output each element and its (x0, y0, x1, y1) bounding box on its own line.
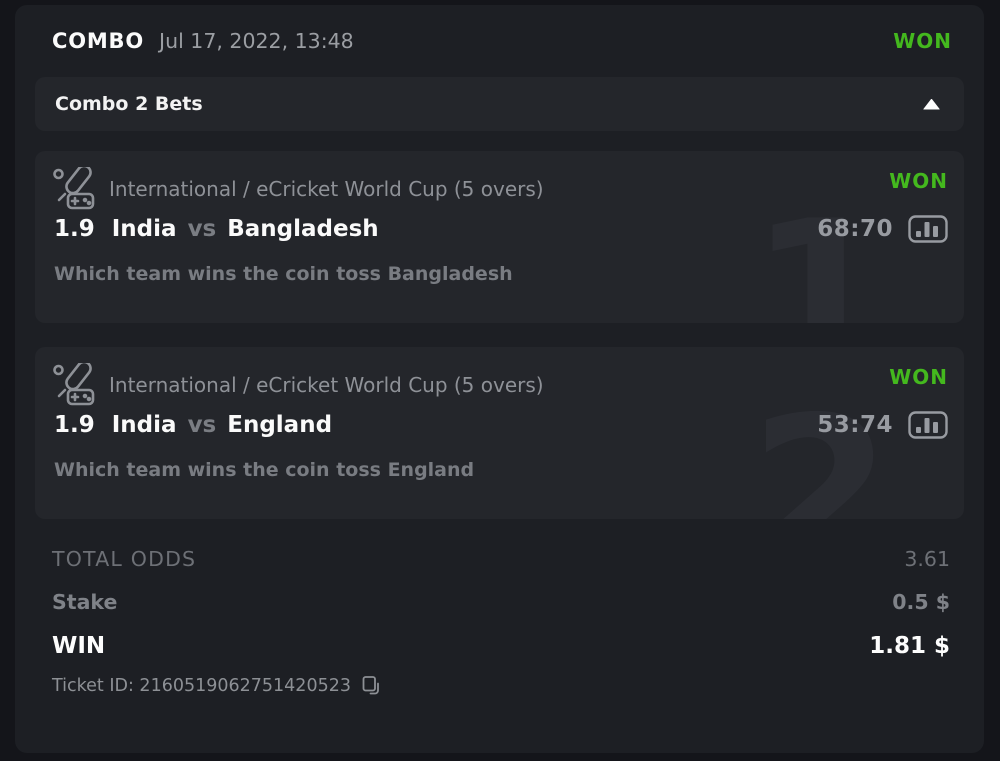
away-team: Bangladesh (227, 216, 379, 242)
home-team: India (111, 412, 177, 438)
bet-number-watermark: 1 (749, 178, 892, 324)
win-label: WIN (52, 633, 106, 659)
total-odds-value: 3.61 (904, 547, 950, 571)
match-stats-button[interactable] (908, 411, 948, 439)
ticket-header: COMBO Jul 17, 2022, 13:48 WON (15, 5, 984, 55)
ecricket-sport-icon (51, 167, 99, 211)
away-team: England (227, 412, 333, 438)
bet-card-1: 1 International / eCricket World Cup (5 … (35, 151, 964, 323)
bet-ticket-card: COMBO Jul 17, 2022, 13:48 WON Combo 2 Be… (15, 5, 984, 753)
bet-type-label: COMBO (52, 29, 145, 53)
total-odds-label: TOTAL ODDS (52, 547, 197, 571)
bet-status-badge: WON (889, 365, 948, 389)
market-outcome-label: Which team wins the coin toss England (54, 459, 475, 481)
bet-status-badge: WON (889, 169, 948, 193)
match-stats-button[interactable] (908, 215, 948, 243)
bet-card-2: 2 International / eCricket World Cup (5 … (35, 347, 964, 519)
bet-number-watermark: 2 (749, 374, 892, 520)
combo-bets-label: Combo 2 Bets (55, 93, 203, 115)
ticket-id-label: Ticket ID: 2160519062751420523 (52, 676, 351, 696)
home-team: India (111, 216, 177, 242)
match-score: 68:70 (817, 216, 893, 242)
market-outcome-label: Which team wins the coin toss Bangladesh (54, 263, 513, 285)
win-value: 1.81 $ (869, 633, 950, 659)
chevron-up-icon[interactable] (923, 98, 940, 110)
match-score: 53:74 (817, 412, 893, 438)
bet-odds: 1.9 (54, 412, 95, 438)
copy-ticket-id-icon[interactable] (361, 675, 381, 697)
stake-value: 0.5 $ (892, 590, 950, 614)
totals-section: TOTAL ODDS 3.61 Stake 0.5 $ WIN 1.81 $ T… (15, 519, 984, 697)
bet-odds: 1.9 (54, 216, 95, 242)
league-label: International / eCricket World Cup (5 ov… (109, 177, 544, 201)
ecricket-sport-icon (51, 363, 99, 407)
vs-label: vs (187, 216, 217, 242)
combo-collapse-bar[interactable]: Combo 2 Bets (35, 77, 964, 131)
ticket-status-badge: WON (893, 29, 952, 53)
bet-date: Jul 17, 2022, 13:48 (159, 29, 354, 53)
vs-label: vs (187, 412, 217, 438)
stake-label: Stake (52, 590, 118, 614)
league-label: International / eCricket World Cup (5 ov… (109, 373, 544, 397)
